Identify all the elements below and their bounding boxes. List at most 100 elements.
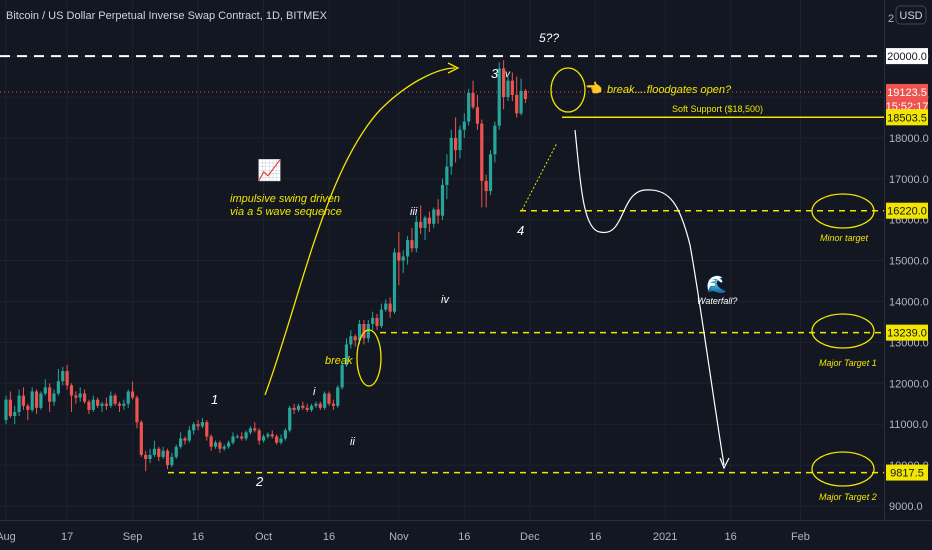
candle-body: [453, 137, 458, 151]
candle-body: [283, 430, 287, 439]
candle: [484, 174, 488, 208]
candle-body: [523, 90, 528, 100]
candle: [196, 420, 200, 431]
candle-body: [401, 256, 405, 261]
candle-body: [288, 407, 292, 431]
candle: [96, 397, 100, 408]
candle-body: [165, 450, 170, 466]
candle-body: [117, 403, 122, 406]
level-20000-tag-text: 20000.0: [887, 51, 927, 63]
candle: [248, 426, 253, 435]
candle: [39, 391, 43, 410]
candle: [309, 403, 314, 412]
candle-body: [301, 405, 305, 408]
candle: [323, 391, 327, 410]
candle: [405, 236, 410, 265]
candle: [157, 446, 161, 462]
major-target-2-label: Major Target 2: [819, 492, 877, 502]
soft-support-label: Soft Support ($18,500): [672, 104, 763, 114]
candle: [388, 297, 392, 318]
wave-2-label: 2: [255, 474, 264, 489]
candle: [397, 231, 401, 286]
candle-body: [183, 438, 187, 441]
candle-body: [192, 424, 196, 431]
candle-body: [179, 438, 183, 447]
x-tick-label: Aug: [0, 531, 16, 543]
candle-body: [91, 399, 95, 410]
candle: [414, 215, 418, 253]
candle: [205, 420, 209, 441]
candle-body: [148, 454, 152, 459]
candle: [213, 440, 218, 449]
candle-body: [270, 434, 274, 437]
candle: [292, 403, 296, 414]
currency-button[interactable]: [895, 5, 927, 25]
candle-body: [122, 403, 126, 406]
candle-body: [209, 436, 213, 447]
candle: [480, 119, 484, 208]
candle-body: [436, 209, 440, 216]
candle-body: [135, 397, 139, 423]
pointing-hand-icon: 👈: [585, 80, 602, 96]
top-partial-tick-label: 2: [888, 13, 894, 25]
candle: [506, 76, 510, 102]
wave-4-5-dotted-line: [521, 142, 558, 211]
candle-body: [8, 399, 12, 417]
price-scale[interactable]: 9000.010000.011000.012000.013000.014000.…: [884, 0, 929, 520]
candle: [427, 211, 432, 232]
candle-body: [218, 442, 222, 449]
time-scale[interactable]: Aug 17 Sep 16 Oct 16 Nov 16 Dec 16 2021 16 Feb: [0, 520, 932, 544]
candle-body: [432, 209, 436, 224]
candle: [270, 430, 274, 439]
candle-body: [427, 217, 432, 224]
x-tick-label: 16: [192, 531, 204, 543]
candle: [344, 338, 349, 367]
candle-body: [100, 403, 104, 406]
candle-body: [144, 454, 148, 459]
floodgates-label: break....floodgates open?: [607, 84, 732, 96]
candle: [305, 403, 309, 412]
y-tick-label: 12000.0: [889, 378, 929, 390]
candle: [519, 78, 523, 116]
major-target-1-tag: [886, 324, 928, 341]
candle-body: [397, 252, 401, 261]
candle: [192, 422, 196, 435]
candle-body: [423, 217, 427, 228]
candle: [336, 385, 340, 408]
candle-body: [353, 336, 357, 341]
candle: [52, 389, 56, 406]
candle: [384, 299, 388, 312]
candle: [440, 178, 445, 220]
candle-body: [61, 371, 65, 382]
candle: [275, 434, 279, 445]
candle-body: [82, 393, 87, 402]
candle: [113, 393, 117, 406]
minor-target-label: Minor target: [820, 233, 869, 243]
candle: [497, 62, 501, 130]
candle: [515, 76, 519, 118]
candle-body: [39, 393, 43, 408]
candle-body: [296, 405, 301, 410]
candle: [266, 432, 270, 439]
candle-body: [161, 450, 165, 457]
candle-body: [488, 154, 493, 192]
level-20000-tag: [886, 48, 928, 65]
candle: [61, 366, 65, 386]
candle: [366, 319, 370, 343]
candle-body: [257, 430, 261, 441]
x-tick-label: Nov: [389, 531, 409, 543]
x-tick-label: Feb: [791, 531, 810, 543]
candle: [353, 334, 357, 347]
candle: [235, 434, 239, 439]
wave-1-label: 1: [211, 392, 218, 407]
chart-emoji-icon: 📈: [257, 158, 282, 182]
candle: [432, 207, 436, 228]
impulse-arrow-head: [447, 62, 460, 74]
candle-body: [458, 129, 462, 151]
candle-body: [235, 436, 239, 438]
candle-body: [340, 364, 344, 388]
candle: [65, 364, 69, 390]
candle: [523, 88, 528, 104]
candle: [139, 420, 143, 457]
